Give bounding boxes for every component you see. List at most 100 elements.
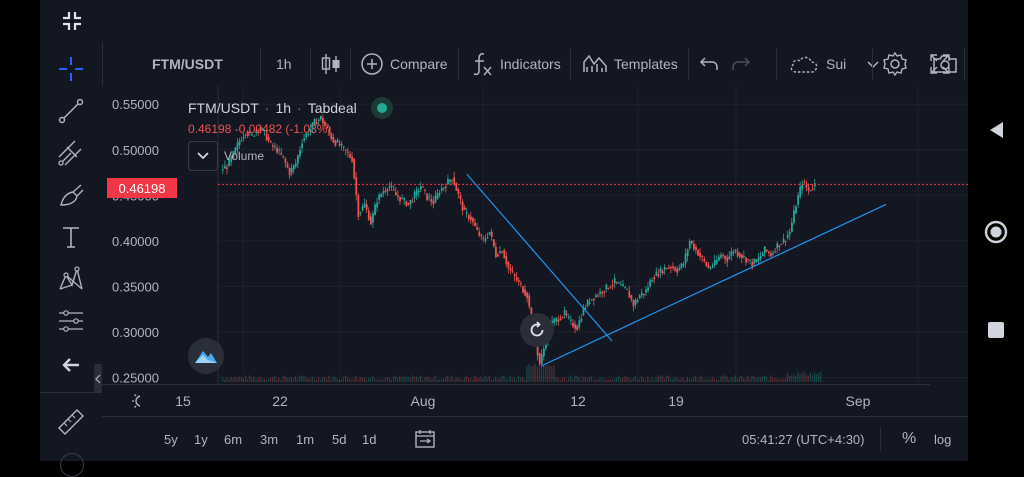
candle-body [501, 251, 504, 253]
screenshot-button[interactable] [932, 42, 958, 86]
back-tool[interactable] [54, 348, 88, 382]
candle-body [478, 231, 481, 236]
brush-tool[interactable] [54, 178, 88, 212]
volume-bar [643, 378, 645, 382]
chart-type-button[interactable] [320, 42, 342, 86]
brand-logo[interactable] [188, 338, 224, 374]
volume-bar [392, 376, 395, 382]
legend-symbol: FTM/USDT [188, 100, 259, 116]
volume-bar [576, 375, 578, 382]
symbol-selector[interactable]: FTM/USDT [152, 42, 223, 86]
interval-selector[interactable]: 1h [276, 42, 292, 86]
candle-body [232, 151, 235, 159]
fullscreen-button[interactable] [928, 42, 952, 86]
toolbar-divider [964, 48, 965, 80]
collapse-toolbar-handle[interactable] [94, 364, 102, 394]
more-tools-icon[interactable] [60, 453, 84, 477]
volume-bar [551, 366, 553, 382]
volume-bar [290, 377, 292, 382]
cloud-layout-selector[interactable]: Sui [788, 42, 880, 86]
redo-button[interactable] [730, 42, 752, 86]
candle-body [759, 256, 762, 260]
legend-toggle-button[interactable] [188, 141, 218, 171]
candle-body [680, 263, 683, 268]
volume-bar [515, 379, 518, 382]
nav-back-icon[interactable] [984, 118, 1008, 142]
volume-bar [470, 378, 472, 382]
time-axis-label: 19 [668, 393, 684, 409]
range-button-5y[interactable]: 5y [164, 431, 178, 447]
candle-body [663, 267, 666, 270]
candle-body [303, 138, 306, 141]
candle-body [576, 325, 579, 331]
range-button-1m[interactable]: 1m [296, 431, 315, 447]
nav-home-icon[interactable] [982, 218, 1010, 246]
range-button-5d[interactable]: 5d [332, 431, 347, 447]
compare-button[interactable]: Compare [360, 42, 448, 86]
candle-body [438, 193, 441, 195]
percent-scale-toggle[interactable]: % [902, 417, 916, 461]
volume-bar [743, 378, 745, 382]
candle-body [422, 186, 424, 188]
candle-body [282, 155, 285, 158]
time-axis[interactable]: 15 22 Aug 12 19 Sep [140, 384, 930, 416]
logo-icon [195, 351, 217, 363]
reset-chart-button[interactable] [520, 313, 554, 347]
range-button-1d[interactable]: 1d [362, 431, 377, 447]
candle-body [357, 195, 360, 218]
volume-bar [724, 375, 726, 382]
settings-button[interactable] [882, 42, 908, 86]
trend-line-tool[interactable] [54, 94, 88, 128]
volume-bar [697, 379, 699, 382]
chart-legend-title[interactable]: FTM/USDT · 1h · Tabdeal [188, 97, 393, 119]
undo-button[interactable] [698, 42, 720, 86]
range-button-6m[interactable]: 6m [224, 431, 243, 447]
volume-bar [561, 377, 563, 382]
candle-body [555, 317, 558, 322]
candle-body [747, 259, 750, 261]
volume-bar [334, 376, 336, 382]
candle-body [484, 238, 487, 241]
chevron-left-icon [95, 374, 101, 384]
candle-body [693, 243, 695, 250]
candle-body [655, 271, 658, 276]
volume-bar [424, 377, 426, 382]
candle-body [718, 256, 720, 261]
volume-bar [386, 377, 388, 382]
log-scale-toggle[interactable]: log [934, 417, 951, 461]
goto-date-button[interactable] [414, 417, 436, 461]
nav-recents-icon[interactable] [986, 320, 1006, 340]
candle-body [661, 271, 664, 274]
candle-body [540, 354, 543, 364]
volume-bar [447, 375, 449, 382]
volume-bar [372, 376, 374, 382]
candle-body [330, 133, 333, 139]
range-button-3m[interactable]: 3m [260, 431, 279, 447]
candle-body [793, 210, 795, 223]
clock-readout[interactable]: 05:41:27 (UTC+4:30) [742, 417, 864, 461]
candle-body [224, 165, 226, 169]
ruler-tool[interactable] [54, 405, 88, 439]
candle-body [228, 158, 231, 167]
candle-body [363, 203, 366, 208]
candle-body [603, 290, 606, 293]
volume-bar [322, 377, 324, 382]
candle-body [426, 193, 429, 200]
candle-body [259, 126, 262, 131]
range-button-1y[interactable]: 1y [194, 431, 208, 447]
pattern-tool[interactable] [54, 262, 88, 296]
candle-body [628, 290, 631, 298]
volume-bar [497, 378, 499, 382]
candle-body [445, 186, 447, 188]
indicators-button[interactable]: Indicators [470, 42, 561, 86]
templates-button[interactable]: Templates [582, 42, 678, 86]
exit-fullscreen-icon[interactable] [58, 8, 86, 34]
fib-tool[interactable] [54, 136, 88, 170]
crosshair-tool[interactable] [54, 52, 88, 86]
candle-body [542, 348, 545, 357]
volume-bar [707, 379, 709, 382]
volume-bar [240, 377, 242, 382]
text-icon [63, 227, 79, 248]
text-tool[interactable] [54, 220, 88, 254]
measure-tool[interactable] [54, 304, 88, 338]
